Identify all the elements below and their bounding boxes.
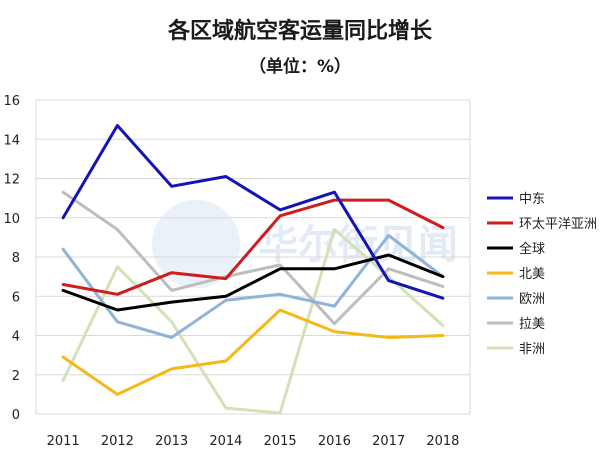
- series-line-6: [61, 190, 445, 326]
- y-tick-label: 16: [3, 94, 20, 109]
- y-tick-label: 6: [12, 290, 20, 305]
- legend-label: 欧洲: [519, 292, 545, 307]
- series-line-5: [61, 233, 445, 339]
- x-tick-label: 2011: [47, 434, 80, 449]
- legend-label: 全球: [519, 241, 545, 257]
- series-line-4: [61, 308, 445, 396]
- legend-label: 北美: [519, 267, 545, 282]
- legend-label: 拉美: [519, 317, 545, 332]
- series-line-1: [61, 124, 445, 300]
- legend-label: 环太平洋亚洲: [519, 217, 597, 232]
- y-tick-label: 0: [12, 408, 20, 423]
- y-tick-label: 10: [3, 212, 20, 227]
- legend-label: 中东: [519, 192, 545, 207]
- series-line-2: [61, 198, 445, 296]
- y-tick-label: 14: [3, 133, 20, 148]
- x-tick-label: 2017: [372, 434, 405, 449]
- x-tick-label: 2016: [318, 434, 351, 449]
- chart-title: 各区域航空客运量同比增长: [167, 18, 433, 44]
- y-axis-ticks: 0 2 4 6 8 10 12 14 16: [3, 94, 20, 423]
- x-tick-label: 2015: [264, 434, 297, 449]
- series-line-3: [61, 253, 445, 312]
- chart-subtitle: （单位：%）: [249, 56, 351, 77]
- x-axis-ticks: 2011 2012 2013 2014 2015 2016 2017 2018: [47, 434, 460, 449]
- y-tick-label: 2: [12, 369, 20, 384]
- y-tick-label: 8: [12, 251, 20, 266]
- series-line-7: [61, 228, 445, 415]
- x-tick-label: 2014: [209, 434, 242, 449]
- y-tick-label: 12: [3, 173, 20, 188]
- series-lines: [61, 124, 445, 415]
- gridlines: [35, 99, 471, 415]
- watermark-logo-icon: [152, 200, 240, 288]
- x-tick-label: 2018: [426, 434, 459, 449]
- watermark: 华尔街见闻: [152, 200, 458, 288]
- legend-label: 非洲: [519, 342, 545, 357]
- y-tick-label: 4: [12, 330, 20, 345]
- x-tick-label: 2013: [155, 434, 188, 449]
- x-tick-label: 2012: [101, 434, 134, 449]
